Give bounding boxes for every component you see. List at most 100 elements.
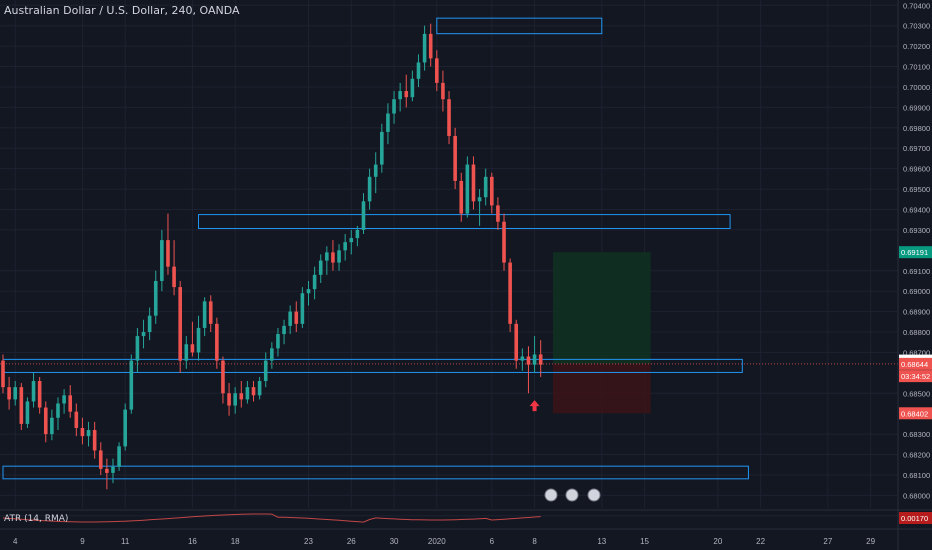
position-stop-zone[interactable]	[552, 363, 651, 414]
candle-body	[288, 311, 292, 326]
candle-body	[435, 58, 439, 83]
candle-body	[459, 180, 464, 214]
candle-body	[7, 387, 11, 400]
candle-body	[221, 360, 225, 394]
candle-body	[392, 99, 396, 114]
atr-value-bg	[899, 512, 932, 524]
zone-rectangle-1[interactable]	[436, 17, 603, 35]
candle-body	[483, 176, 488, 198]
candle-body	[306, 289, 311, 294]
candle-body	[172, 266, 176, 288]
candle-body	[514, 323, 519, 361]
candle-body	[386, 113, 390, 132]
time-tick-label: 8	[532, 537, 537, 546]
atr-label: ATR (14, RMA)	[4, 514, 69, 524]
event-flag-icon[interactable]	[565, 488, 579, 502]
time-tick-label: 26	[347, 537, 356, 546]
candle-body	[343, 242, 347, 251]
zone-rectangle-4[interactable]	[2, 465, 749, 480]
event-flag-icon[interactable]	[587, 488, 601, 502]
candle-body	[367, 176, 372, 202]
candle-body	[215, 323, 219, 361]
candle-body	[380, 131, 384, 165]
target-price-label: 0.69191	[901, 248, 928, 257]
candle-body	[160, 240, 164, 281]
price-tick-label: 0.68800	[903, 328, 930, 337]
candle-body	[208, 301, 213, 324]
candle-body	[178, 287, 182, 361]
candle-body	[502, 221, 506, 263]
candle-body	[184, 344, 189, 361]
candle-body	[276, 334, 280, 349]
candle-body	[490, 176, 494, 206]
candle-body	[508, 262, 512, 324]
candle-body	[129, 360, 134, 410]
time-tick-label: 29	[866, 537, 875, 546]
event-flag-icon[interactable]	[544, 488, 558, 502]
candle-body	[245, 387, 250, 400]
price-tick-label: 0.69600	[903, 165, 930, 174]
candle-body	[349, 238, 354, 243]
time-tick-label: 15	[640, 537, 649, 546]
candle-body	[13, 387, 18, 400]
up-arrow-icon	[529, 400, 540, 412]
price-tick-label: 0.68200	[903, 451, 930, 460]
candle-body	[300, 293, 305, 324]
price-tick-label: 0.69400	[903, 205, 930, 214]
candle-body	[337, 250, 341, 263]
price-tick-label: 0.70000	[903, 83, 930, 92]
price-tick-label: 0.69300	[903, 226, 930, 235]
candle-body	[331, 252, 335, 263]
target-price-label-bg	[899, 246, 932, 259]
time-tick-label: 11	[121, 537, 130, 546]
candle-body	[117, 446, 121, 467]
candle-body	[355, 229, 360, 239]
candle-body	[62, 395, 66, 404]
time-tick-label: 16	[188, 537, 197, 546]
price-tick-label: 0.70200	[903, 42, 930, 51]
candle-body	[111, 466, 115, 473]
price-tick-label: 0.69900	[903, 103, 930, 112]
price-tick-label: 0.69000	[903, 287, 930, 296]
price-tick-label: 0.68000	[903, 491, 930, 500]
candle-body	[263, 360, 268, 382]
price-tick-label: 0.69500	[903, 185, 930, 194]
countdown-label: 03:34:52	[901, 372, 930, 381]
candle-body	[465, 164, 470, 214]
atr-line	[2, 513, 541, 523]
last-price-label: 0.68644	[901, 360, 928, 369]
candle-body	[477, 197, 482, 202]
candle-body	[68, 395, 73, 412]
price-tick-label: 0.69100	[903, 267, 930, 276]
candle-body	[251, 387, 256, 396]
candle-body	[1, 360, 5, 388]
candle-body	[19, 387, 24, 424]
candle-body	[538, 354, 543, 365]
candle-body	[105, 468, 109, 473]
candle-body	[294, 311, 299, 324]
candle-body	[92, 430, 97, 451]
candle-body	[147, 315, 152, 333]
candle-body	[526, 356, 531, 365]
zone-rectangle-2[interactable]	[198, 214, 731, 229]
candle-body	[257, 381, 262, 396]
candle-body	[471, 164, 476, 202]
last-price-label-bg	[899, 357, 932, 370]
candle-body	[50, 417, 54, 435]
price-tick-label: 0.68700	[903, 348, 930, 357]
candle-body	[496, 205, 500, 222]
time-tick-label: 13	[597, 537, 606, 546]
time-tick-label: 27	[823, 537, 832, 546]
candle-body	[37, 381, 42, 408]
candle-body	[31, 381, 36, 402]
candle-body	[123, 409, 127, 447]
stop-price-label: 0.68402	[901, 409, 928, 418]
time-tick-label: 9	[80, 537, 85, 546]
price-tick-label: 0.68300	[903, 430, 930, 439]
time-tick-label: 22	[756, 537, 765, 546]
candle-body	[318, 260, 323, 275]
candle-body	[410, 78, 415, 98]
candle-body	[141, 332, 146, 337]
position-target-zone[interactable]	[552, 252, 651, 364]
